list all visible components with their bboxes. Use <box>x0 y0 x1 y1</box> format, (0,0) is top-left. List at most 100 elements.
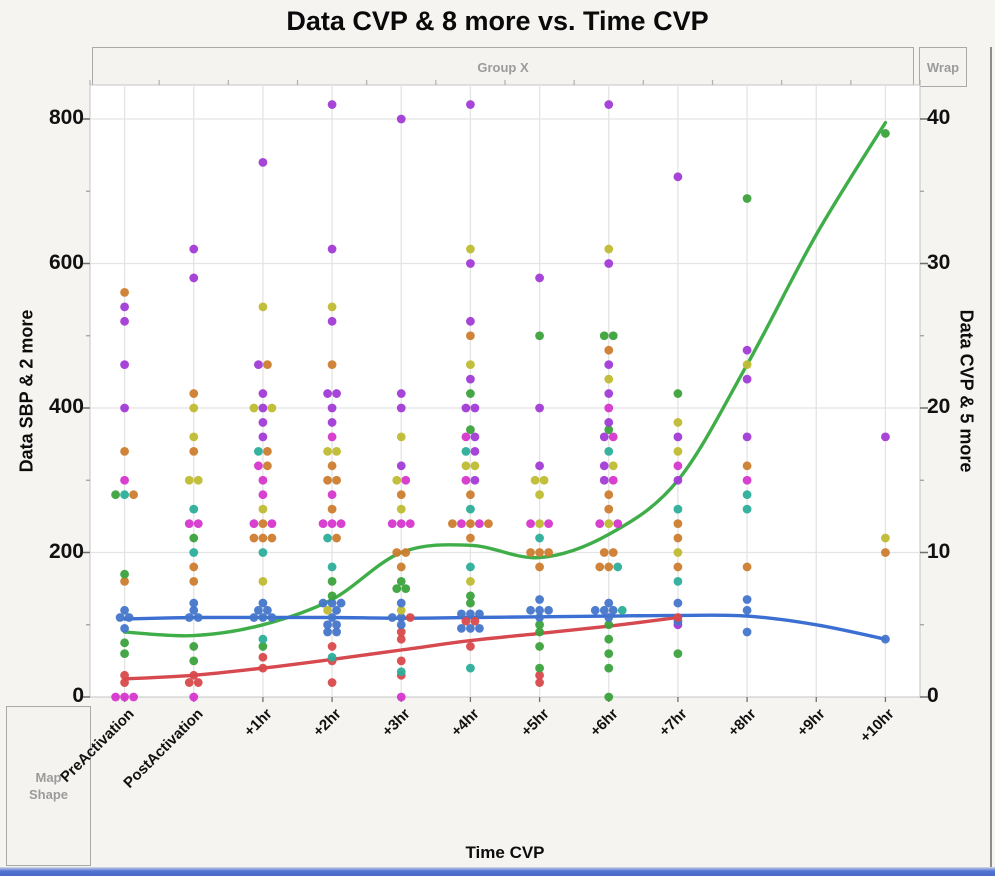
data-point-blue[interactable] <box>249 613 259 622</box>
data-point-red[interactable] <box>258 652 268 662</box>
data-point-magenta[interactable] <box>461 475 471 485</box>
data-point-green[interactable] <box>392 584 402 594</box>
data-point-blue[interactable] <box>189 598 199 608</box>
data-point-purple[interactable] <box>327 244 337 254</box>
data-point-orange[interactable] <box>484 519 493 528</box>
data-point-purple[interactable] <box>461 403 471 413</box>
data-point-teal[interactable] <box>189 504 199 514</box>
data-point-orange[interactable] <box>332 533 341 543</box>
data-point-blue[interactable] <box>327 613 337 622</box>
data-point-orange[interactable] <box>189 577 199 586</box>
data-point-green[interactable] <box>535 627 544 637</box>
data-point-green[interactable] <box>466 425 475 435</box>
data-point-yellow[interactable] <box>332 446 341 456</box>
data-point-purple[interactable] <box>258 418 268 427</box>
data-point-magenta[interactable] <box>184 519 194 528</box>
data-point-green[interactable] <box>466 389 475 398</box>
data-point-blue[interactable] <box>258 598 268 608</box>
data-point-purple[interactable] <box>604 418 614 427</box>
data-point-blue[interactable] <box>608 605 618 615</box>
data-point-magenta[interactable] <box>401 475 411 485</box>
data-point-green[interactable] <box>120 569 129 579</box>
data-point-purple[interactable] <box>466 100 475 109</box>
data-point-teal[interactable] <box>120 490 129 500</box>
data-point-red[interactable] <box>461 616 471 626</box>
data-point-red[interactable] <box>184 678 194 687</box>
data-point-blue[interactable] <box>193 613 203 622</box>
data-point-red[interactable] <box>258 663 268 673</box>
data-point-blue[interactable] <box>673 598 683 608</box>
data-point-green[interactable] <box>189 533 199 543</box>
data-point-yellow[interactable] <box>327 302 337 312</box>
data-point-teal[interactable] <box>258 548 268 557</box>
data-point-purple[interactable] <box>742 374 752 384</box>
data-point-teal[interactable] <box>327 562 337 572</box>
data-point-green[interactable] <box>604 663 614 673</box>
data-point-orange[interactable] <box>742 562 752 572</box>
data-point-orange[interactable] <box>673 533 683 543</box>
data-point-yellow[interactable] <box>396 605 406 615</box>
data-point-magenta[interactable] <box>327 432 337 442</box>
data-point-blue[interactable] <box>327 598 337 608</box>
data-point-green[interactable] <box>396 577 406 586</box>
data-point-yellow[interactable] <box>604 374 614 384</box>
data-point-magenta[interactable] <box>336 519 346 528</box>
data-point-orange[interactable] <box>466 331 475 341</box>
data-point-orange[interactable] <box>396 490 406 500</box>
data-point-blue[interactable] <box>396 598 406 608</box>
data-point-blue[interactable] <box>396 613 406 622</box>
data-point-purple[interactable] <box>470 432 480 442</box>
data-point-blue[interactable] <box>120 605 129 615</box>
data-point-purple[interactable] <box>470 403 480 413</box>
data-point-orange[interactable] <box>249 533 259 543</box>
data-point-yellow[interactable] <box>323 605 332 615</box>
data-point-orange[interactable] <box>535 562 544 572</box>
data-point-green[interactable] <box>189 656 199 666</box>
data-point-green[interactable] <box>535 331 544 341</box>
data-point-magenta[interactable] <box>254 461 263 471</box>
data-point-green[interactable] <box>466 598 475 608</box>
data-point-purple[interactable] <box>189 244 199 254</box>
data-point-red[interactable] <box>396 634 406 644</box>
data-point-purple[interactable] <box>327 403 337 413</box>
data-point-magenta[interactable] <box>396 519 406 528</box>
data-point-teal[interactable] <box>466 562 475 572</box>
data-point-orange[interactable] <box>189 562 199 572</box>
data-point-green[interactable] <box>742 194 752 203</box>
data-point-teal[interactable] <box>613 562 623 572</box>
data-point-orange[interactable] <box>599 548 609 557</box>
data-point-purple[interactable] <box>258 403 268 413</box>
data-point-yellow[interactable] <box>189 403 199 413</box>
data-point-purple[interactable] <box>742 345 752 355</box>
data-point-orange[interactable] <box>120 288 129 297</box>
wrap-dropzone[interactable]: Wrap <box>919 47 967 87</box>
data-point-purple[interactable] <box>599 461 609 471</box>
data-point-teal[interactable] <box>327 652 337 662</box>
data-point-purple[interactable] <box>120 403 129 413</box>
data-point-blue[interactable] <box>254 605 263 615</box>
data-point-orange[interactable] <box>466 533 475 543</box>
data-point-orange[interactable] <box>392 548 402 557</box>
data-point-purple[interactable] <box>466 316 475 326</box>
data-point-purple[interactable] <box>466 374 475 384</box>
right-axis-title[interactable]: Data CVP & 5 more <box>956 309 977 473</box>
data-point-red[interactable] <box>189 670 199 680</box>
data-point-red[interactable] <box>327 678 337 687</box>
data-point-yellow[interactable] <box>249 403 259 413</box>
data-point-blue[interactable] <box>323 627 332 637</box>
data-point-blue[interactable] <box>258 613 268 622</box>
data-point-yellow[interactable] <box>466 577 475 586</box>
data-point-orange[interactable] <box>323 475 332 485</box>
data-point-orange[interactable] <box>595 562 605 572</box>
data-point-blue[interactable] <box>535 595 544 604</box>
data-point-magenta[interactable] <box>608 475 618 485</box>
data-point-purple[interactable] <box>396 461 406 471</box>
data-point-orange[interactable] <box>327 461 337 471</box>
data-point-red[interactable] <box>535 678 544 687</box>
data-point-teal[interactable] <box>673 504 683 514</box>
data-point-teal[interactable] <box>323 533 332 543</box>
data-point-purple[interactable] <box>396 114 406 124</box>
data-point-green[interactable] <box>535 642 544 651</box>
data-point-purple[interactable] <box>258 389 268 398</box>
data-point-purple[interactable] <box>327 100 337 109</box>
